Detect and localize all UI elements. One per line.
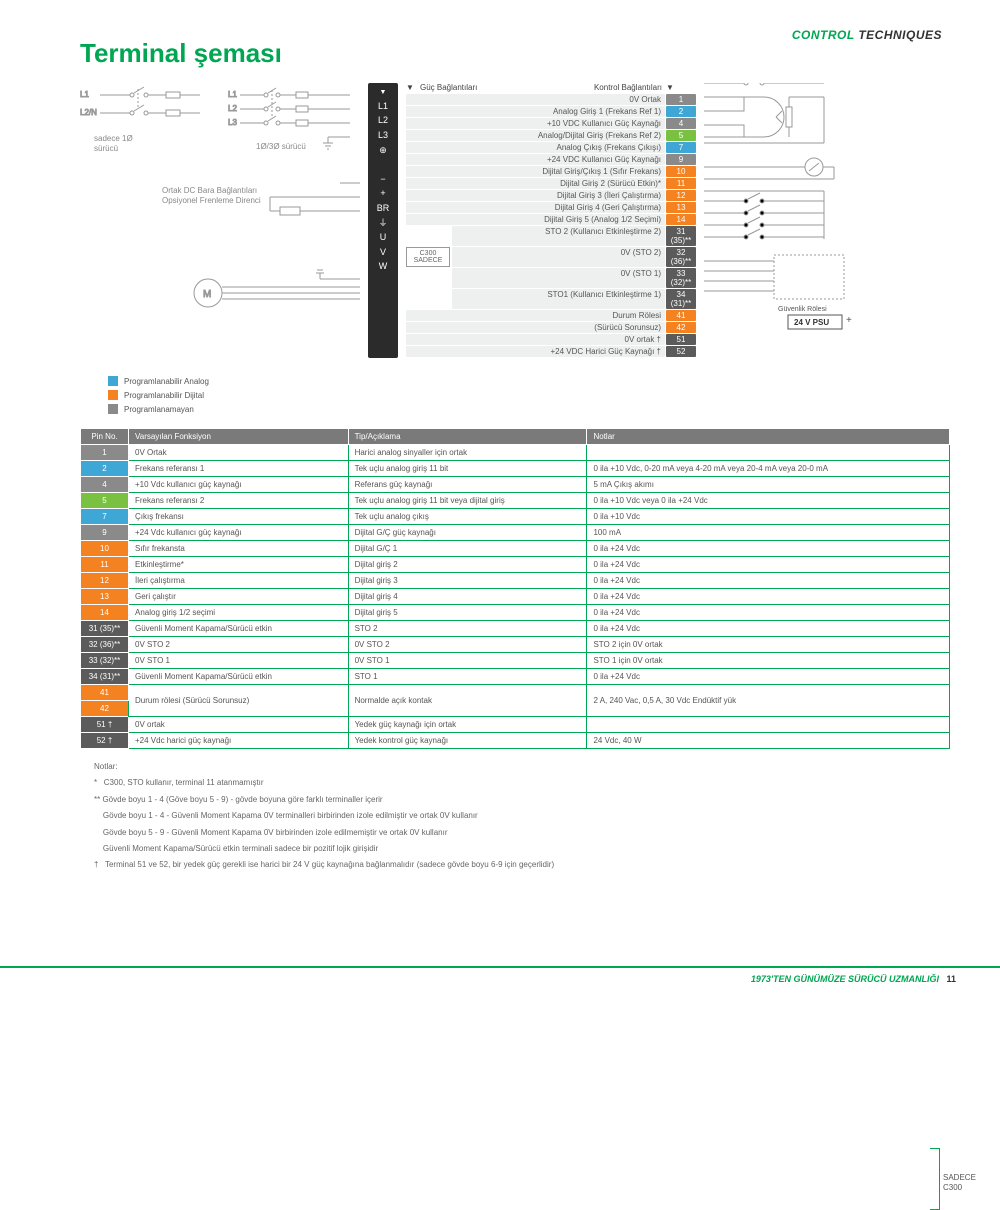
- page-footer: 1973'TEN GÜNÜMÜZE SÜRÜCÜ UZMANLIĞI 11: [0, 966, 1000, 984]
- footnotes: Notlar: * C300, STO kullanır, terminal 1…: [94, 761, 962, 872]
- c300-bracket: SADECE C300: [930, 1148, 940, 1210]
- svg-text:L1: L1: [228, 90, 237, 99]
- svg-text:+: +: [846, 315, 852, 326]
- svg-text:sürücü: sürücü: [94, 144, 118, 153]
- svg-text:L2/N: L2/N: [80, 108, 97, 117]
- control-terminals: ▼Güç BağlantılarıKontrol Bağlantıları▼ 0…: [406, 83, 696, 358]
- legend: Programlanabilir AnalogProgramlanabilir …: [108, 376, 962, 414]
- terminal-diagram: L1 L2/N L1 L2 L3: [80, 83, 962, 358]
- svg-text:Opsiyonel Frenleme Direnci: Opsiyonel Frenleme Direnci: [162, 196, 261, 205]
- left-schematic: L1 L2/N L1 L2 L3: [80, 83, 360, 358]
- svg-text:L2: L2: [228, 104, 237, 113]
- terminal-table: Pin No.Varsayılan FonksiyonTip/AçıklamaN…: [80, 428, 950, 749]
- right-schematic: Güvenlik Rölesi 24 V PSU +: [704, 83, 864, 358]
- svg-text:24 V PSU: 24 V PSU: [794, 318, 829, 327]
- svg-text:M: M: [203, 289, 211, 300]
- svg-text:L3: L3: [228, 118, 237, 127]
- brand-logo: CONTROL TECHNIQUES: [792, 28, 942, 42]
- svg-text:Güvenlik Rölesi: Güvenlik Rölesi: [778, 306, 827, 313]
- power-terminals: ▼L1L2L3⊕ −+BR⏚UVW: [368, 83, 398, 358]
- svg-text:sadece 1Ø: sadece 1Ø: [94, 134, 133, 143]
- svg-text:1Ø/3Ø sürücü: 1Ø/3Ø sürücü: [256, 142, 306, 151]
- svg-text:L1: L1: [80, 90, 89, 99]
- page-title: Terminal şeması: [80, 38, 962, 69]
- svg-text:Ortak DC Bara Bağlantıları: Ortak DC Bara Bağlantıları: [162, 186, 257, 195]
